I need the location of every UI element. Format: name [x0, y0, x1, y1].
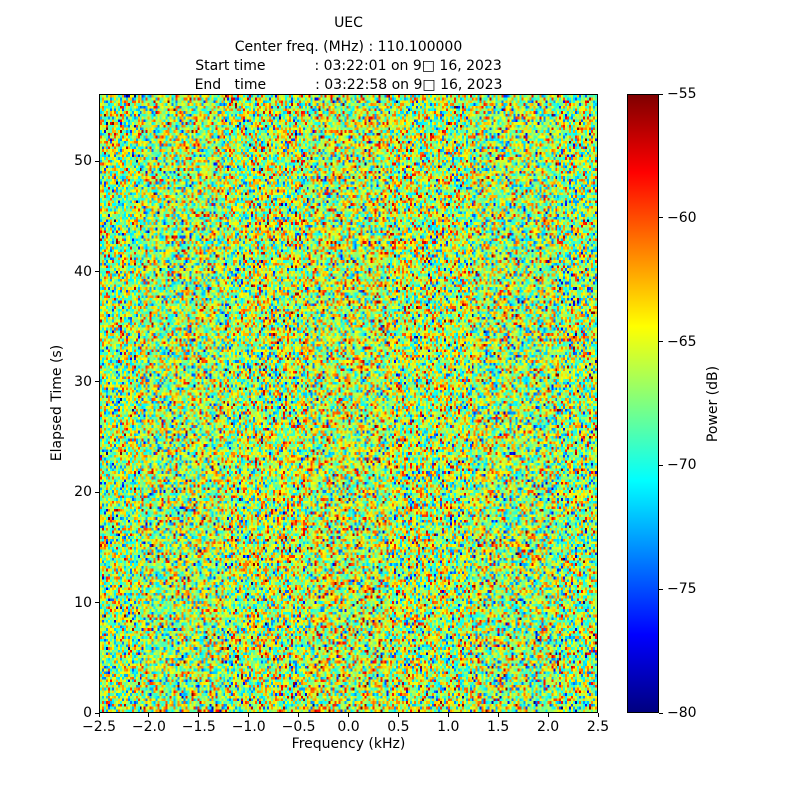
colorbar-label: Power (dB) — [705, 365, 721, 443]
x-tick-label: −1.0 — [231, 719, 266, 735]
y-tick-label: 30 — [74, 373, 92, 390]
colorbar-tick-label: −60 — [667, 209, 697, 226]
x-tick-mark — [547, 713, 549, 717]
x-tick-mark — [98, 713, 100, 717]
end-time-line: End time : 03:22:58 on 9□ 16, 2023 — [194, 77, 503, 93]
y-tick-mark — [95, 381, 99, 383]
x-tick-mark — [597, 713, 599, 717]
x-tick-mark — [198, 713, 200, 717]
colorbar-tick-mark — [659, 341, 663, 343]
x-tick-label: 0.5 — [387, 719, 410, 735]
center-freq-line: Center freq. (MHz) : 110.100000 — [234, 39, 463, 55]
y-tick-label: 20 — [74, 484, 92, 501]
x-tick-label: 0.0 — [337, 719, 360, 735]
x-tick-mark — [248, 713, 250, 717]
y-tick-mark — [95, 271, 99, 273]
y-tick-label: 50 — [74, 153, 92, 170]
colorbar — [627, 94, 659, 713]
x-tick-mark — [497, 713, 499, 717]
spectrogram-canvas — [100, 95, 597, 712]
x-tick-label: 2.0 — [536, 719, 560, 735]
x-tick-mark — [397, 713, 399, 717]
y-tick-mark — [95, 160, 99, 162]
y-tick-label: 10 — [74, 594, 92, 611]
x-tick-mark — [348, 713, 349, 717]
colorbar-tick-mark — [659, 712, 663, 714]
plot-area — [99, 94, 598, 713]
colorbar-gradient — [628, 95, 658, 712]
colorbar-tick-label: −75 — [667, 581, 697, 598]
x-tick-label: 1.5 — [487, 719, 510, 735]
x-tick-mark — [148, 713, 150, 717]
colorbar-tick-mark — [659, 464, 663, 466]
x-tick-label: −2.5 — [82, 719, 116, 735]
y-tick-mark — [95, 491, 99, 493]
plot-title: UEC — [334, 15, 363, 31]
colorbar-tick-label: −80 — [667, 705, 697, 721]
y-tick-mark — [95, 712, 99, 714]
colorbar-tick-label: −65 — [667, 333, 697, 350]
x-tick-label: −2.0 — [131, 719, 166, 735]
x-tick-label: 1.0 — [437, 719, 460, 735]
y-tick-label: 0 — [83, 705, 92, 721]
y-axis-label: Elapsed Time (s) — [49, 344, 65, 462]
colorbar-tick-mark — [659, 217, 663, 219]
x-tick-label: 2.5 — [586, 719, 610, 735]
x-tick-mark — [298, 713, 300, 717]
colorbar-tick-mark — [659, 588, 663, 590]
colorbar-tick-mark — [659, 93, 663, 95]
y-tick-label: 40 — [74, 263, 92, 280]
x-tick-mark — [447, 713, 449, 717]
start-time-line: Start time : 03:22:01 on 9□ 16, 2023 — [195, 58, 502, 74]
x-tick-label: −0.5 — [281, 719, 316, 735]
x-axis-label: Frequency (kHz) — [291, 736, 406, 752]
colorbar-tick-label: −55 — [667, 86, 697, 102]
colorbar-tick-label: −70 — [667, 457, 697, 474]
x-tick-label: −1.5 — [181, 719, 216, 735]
y-tick-mark — [95, 602, 99, 604]
